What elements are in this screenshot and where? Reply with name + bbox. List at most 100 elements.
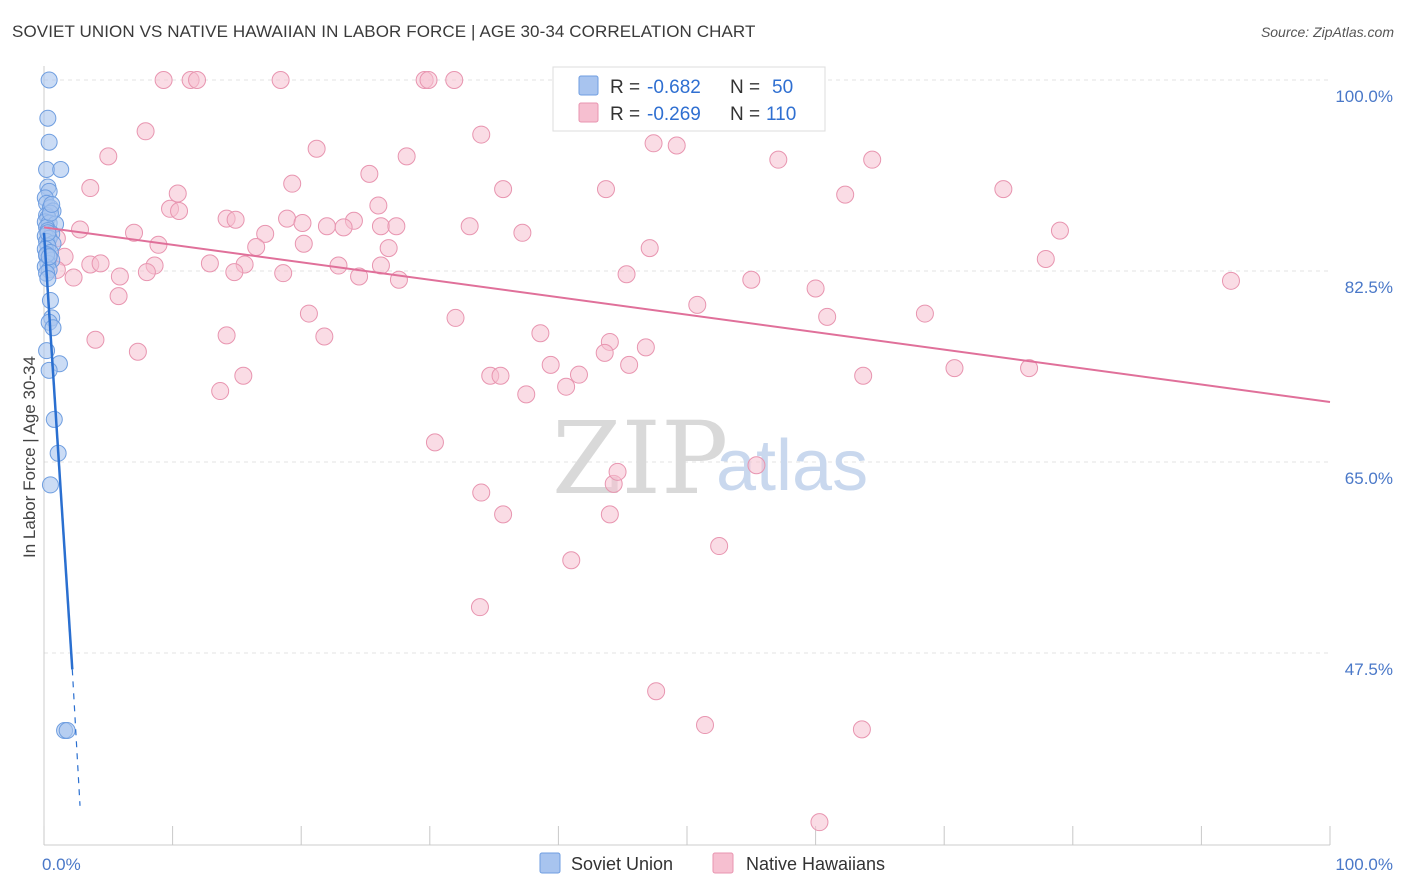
x-tick-label: 100.0% [1335,855,1393,874]
soviet-union-point [40,71,58,89]
native-hawaiians-point [154,71,173,89]
legend-swatch-soviet-union [578,75,599,96]
native-hawaiians-point [136,122,155,141]
soviet-union-point [43,195,61,213]
native-hawaiians-point [271,71,290,89]
native-hawaiians-point [446,308,465,327]
soviet-union-point [39,109,57,127]
native-hawaiians-point [128,342,147,361]
legend-n-label-hawaiians: N = [730,104,760,125]
native-hawaiians-point [1221,271,1240,290]
native-hawaiians-points [47,71,1240,832]
native-hawaiians-point [81,179,100,198]
series-legend: Soviet Union Native Hawaiians [539,852,885,874]
native-hawaiians-point [317,217,336,236]
native-hawaiians-point [445,71,464,89]
native-hawaiians-point [125,223,144,242]
native-hawaiians-point [688,295,707,314]
x-tick-labels: 0.0% 100.0% [42,855,1393,874]
soviet-union-point [58,721,76,739]
native-hawaiians-trend-line [43,226,1331,403]
native-hawaiians-point [531,324,550,343]
native-hawaiians-point [852,720,871,739]
native-hawaiians-point [64,268,83,287]
native-hawaiians-point [225,263,244,282]
native-hawaiians-point [769,150,788,169]
legend-n-label-soviet: N = [730,77,760,98]
legend-r-label-soviet: R = [610,77,640,98]
native-hawaiians-point [517,385,536,404]
stats-legend: R = -0.682 N = 50 R = -0.269 N = 110 [552,66,826,132]
native-hawaiians-point [226,210,245,229]
trend-lines [42,226,1331,806]
native-hawaiians-point [307,139,326,158]
native-hawaiians-point [387,217,406,236]
native-hawaiians-point [360,164,379,183]
native-hawaiians-point [945,359,964,378]
native-hawaiians-point [419,71,438,89]
native-hawaiians-point [617,265,636,284]
soviet-union-points [36,71,76,739]
native-hawaiians-point [557,377,576,396]
native-hawaiians-point [294,234,313,253]
native-hawaiians-point [620,355,639,374]
native-hawaiians-point [200,254,219,273]
native-hawaiians-point [71,220,90,239]
soviet-union-point [40,361,58,379]
native-hawaiians-point [86,330,105,349]
native-hawaiians-point [460,217,479,236]
soviet-union-point [41,291,59,309]
native-hawaiians-point [608,462,627,481]
native-hawaiians-point [747,456,766,475]
legend-r-value-hawaiians: -0.269 [647,104,701,125]
native-hawaiians-point [137,263,156,282]
native-hawaiians-point [149,235,168,254]
native-hawaiians-point [472,483,491,502]
native-hawaiians-point [110,267,129,286]
native-hawaiians-point [99,147,118,166]
bottom-legend-swatch-native-hawaiians [712,852,734,874]
y-axis-label: In Labor Force | Age 30-34 [20,356,39,558]
native-hawaiians-point [1050,221,1069,240]
native-hawaiians-point [1036,249,1055,268]
native-hawaiians-point [315,327,334,346]
native-hawaiians-point [915,304,934,323]
native-hawaiians-point [472,125,491,144]
native-hawaiians-point [470,598,489,617]
native-hawaiians-point [818,307,837,326]
native-hawaiians-point [595,343,614,362]
bottom-legend-label-soviet-union: Soviet Union [571,854,673,874]
native-hawaiians-point [217,326,236,345]
native-hawaiians-point [371,217,390,236]
native-hawaiians-point [425,433,444,452]
native-hawaiians-point [234,366,253,385]
native-hawaiians-point [91,254,110,273]
legend-swatch-native-hawaiians [578,102,599,123]
native-hawaiians-point [494,505,513,524]
native-hawaiians-point [562,551,581,570]
legend-r-value-soviet: -0.682 [647,77,701,98]
source-label: Source: ZipAtlas.com [1260,24,1394,40]
native-hawaiians-point [647,682,666,701]
native-hawaiians-point [168,184,187,203]
soviet-union-point [38,160,56,178]
native-hawaiians-point [806,279,825,298]
native-hawaiians-point [278,209,297,228]
native-hawaiians-point [1020,359,1039,378]
native-hawaiians-point [350,267,369,286]
watermark: ZIP atlas [552,400,868,517]
legend-n-value-soviet: 50 [772,77,793,98]
native-hawaiians-point [710,537,729,556]
native-hawaiians-point [854,366,873,385]
native-hawaiians-point [256,224,275,243]
soviet-union-point [52,160,70,178]
legend-r-label-hawaiians: R = [610,104,640,125]
soviet-union-point [40,248,58,266]
watermark-zip: ZIP [552,400,728,517]
native-hawaiians-point [994,180,1013,199]
native-hawaiians-point [696,716,715,735]
native-hawaiians-point [379,239,398,258]
native-hawaiians-point [397,147,416,166]
x-tick-label: 0.0% [42,855,81,874]
legend-n-value-hawaiians: 110 [766,104,796,125]
